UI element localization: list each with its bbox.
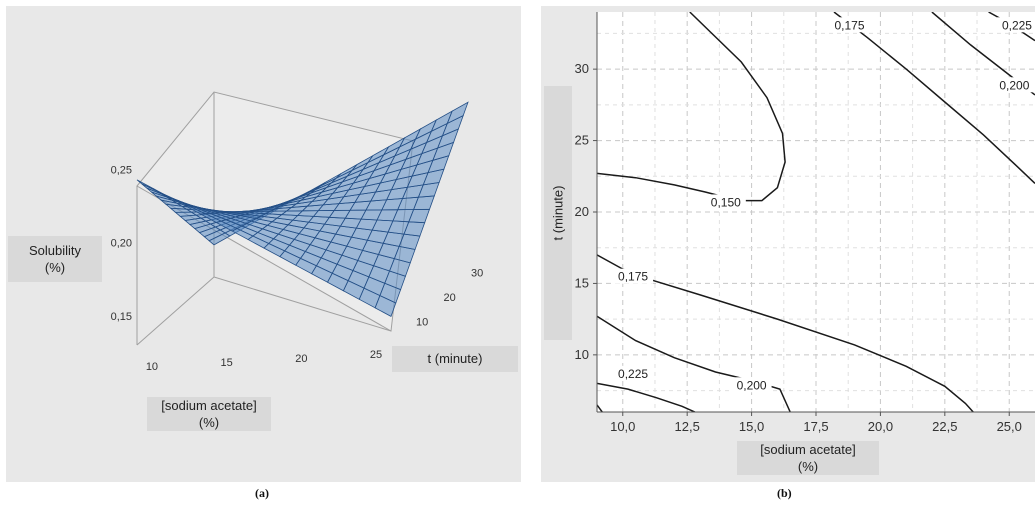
contour-level-label: 0,200 [999,78,1029,92]
contour-level-label: 0,225 [618,367,648,381]
contour-x-axis-label: [sodium acetate] (%) [737,441,879,475]
surface-z-axis-label: Solubility (%) [8,236,102,282]
contour-line [597,315,791,412]
caption-a: (a) [255,486,269,500]
contour-label-background [731,377,772,393]
contour-level-label: 0,175 [834,18,864,32]
contour-y-tick-label: 20 [575,204,589,219]
contour-line [833,12,1035,184]
surface-z-tick-label: 0,20 [111,238,132,250]
surface-y-tick-label: 30 [471,268,483,280]
contour-label-background [613,365,654,381]
surface-x-axis-label: [sodium acetate] (%) [147,397,271,431]
surface-y-tick-label: 10 [416,316,428,328]
contour-line [597,404,603,412]
contour-x-tick-label: 12,5 [675,419,700,434]
surface-z-tick-label: 0,15 [111,311,132,323]
contour-label-background [994,77,1035,93]
surface-x-tick-label: 10 [146,361,158,373]
contour-x-tick-label: 10,0 [610,419,635,434]
contour-y-tick-label: 15 [575,275,589,290]
surface-x-tick-label: 15 [221,357,233,369]
contour-y-tick-label: 25 [575,133,589,148]
contour-level-label: 0,225 [1002,18,1032,32]
contour-x-tick-label: 15,0 [739,419,764,434]
surface-mesh-cell [446,101,469,125]
contour-y-axis-label: t (minute) [544,86,572,340]
contour-label-background [996,17,1035,33]
surface-z-tick-label: 0,25 [111,165,132,177]
contour-level-label: 0,175 [618,270,648,284]
surface-y-axis-label: t (minute) [392,346,518,372]
contour-x-tick-label: 17,5 [803,419,828,434]
contour-x-tick-label: 20,0 [868,419,893,434]
caption-b: (b) [777,486,792,500]
surface-x-tick-label: 20 [295,353,307,365]
contour-y-tick-label: 30 [575,61,589,76]
contour-label-background [829,17,870,33]
contour-line [597,382,696,412]
contour-label-background [613,268,654,284]
contour-y-tick-label: 10 [575,347,589,362]
contour-level-label: 0,200 [737,378,767,392]
contour-level-label: 0,150 [711,195,741,209]
contour-label-background [705,194,746,210]
contour-line [597,12,786,202]
contour-x-tick-label: 22,5 [932,419,957,434]
surface-y-tick-label: 20 [444,292,456,304]
surface-x-tick-label: 25 [370,349,382,361]
contour-x-tick-label: 25,0 [997,419,1022,434]
